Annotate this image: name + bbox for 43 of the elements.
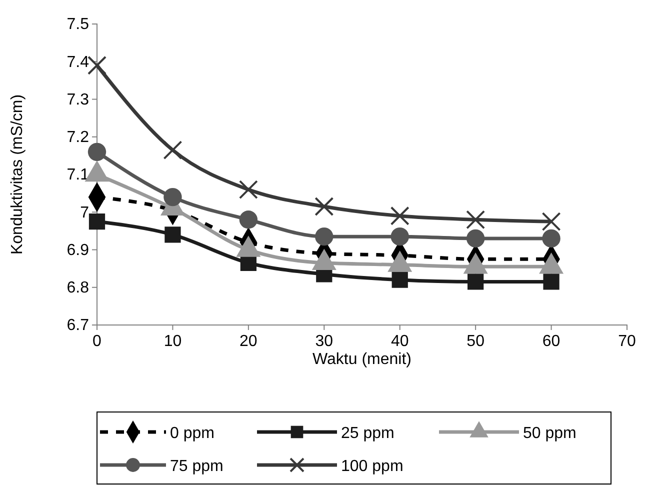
y-tick-label: 6.9 (66, 242, 90, 259)
y-tick-label: 6.8 (66, 279, 90, 296)
point (390, 228, 409, 246)
point (88, 142, 106, 162)
x-tick-label: 30 (315, 332, 334, 350)
point (466, 210, 486, 230)
y-tick-label: 7.4 (66, 54, 90, 71)
point (238, 180, 258, 200)
x-tick-label: 0 (92, 332, 102, 350)
point (466, 229, 485, 248)
point (315, 228, 334, 246)
point (468, 274, 484, 290)
x-tick-label: 10 (164, 332, 182, 350)
legend-label: 50 ppm (523, 425, 576, 442)
y-tick-label: 6.7 (66, 317, 90, 334)
point (163, 140, 182, 160)
legend-label: 0 ppm (170, 425, 214, 442)
x-tick-label: 60 (542, 332, 560, 350)
x-axis-title: Waktu (menit) (312, 351, 412, 368)
point (543, 274, 560, 290)
y-tick-label: 7.5 (66, 16, 90, 34)
y-tick-label: 7.3 (66, 91, 90, 108)
y-tick-label: 7.2 (66, 128, 90, 146)
point (164, 226, 181, 243)
point (314, 196, 334, 216)
x-tick-label: 40 (390, 332, 409, 350)
point (390, 206, 410, 226)
y-tick-label: 7.1 (66, 166, 90, 184)
point (542, 212, 561, 232)
point (392, 272, 408, 288)
x-tick-label: 20 (240, 332, 258, 350)
legend-label: 75 ppm (170, 458, 224, 475)
legend-label: 100 ppm (341, 458, 404, 475)
point (164, 188, 182, 206)
y-axis-title: Konduktivitas (mS/cm) (9, 94, 26, 255)
legend-label: 25 ppm (341, 425, 394, 442)
point (239, 210, 258, 229)
point (88, 56, 106, 75)
x-tick-label: 70 (618, 332, 636, 350)
point (88, 213, 106, 230)
x-tick-label: 50 (466, 332, 485, 350)
point (542, 229, 560, 248)
y-tick-label: 7 (80, 204, 90, 222)
